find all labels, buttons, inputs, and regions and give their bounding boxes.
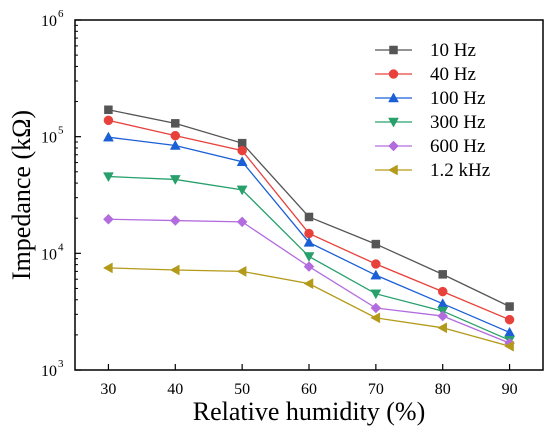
y-tick-exponent: 3	[58, 358, 64, 370]
data-point	[303, 252, 315, 262]
x-axis-title: Relative humidity (%)	[193, 397, 426, 426]
x-tick-label: 50	[234, 381, 250, 398]
legend-entry: 10 Hz	[375, 40, 476, 61]
data-point	[437, 322, 447, 334]
y-tick-label: 10	[41, 13, 57, 30]
y-tick-base: 10	[41, 13, 57, 30]
legend-marker	[387, 164, 398, 176]
legend-entry: 40 Hz	[375, 64, 476, 85]
data-point	[304, 212, 314, 222]
legend-entry: 100 Hz	[375, 88, 485, 109]
x-tick-label: 80	[435, 381, 451, 398]
data-point	[169, 139, 181, 150]
data-point	[104, 105, 113, 115]
x-tick-label: 90	[502, 381, 518, 398]
data-point	[237, 145, 247, 156]
legend-label: 100 Hz	[430, 88, 485, 109]
y-tick-base: 10	[41, 363, 57, 380]
series-1-2-khz	[102, 262, 514, 352]
data-point	[304, 228, 314, 239]
data-point	[236, 265, 247, 277]
data-point	[236, 216, 248, 228]
data-point	[236, 185, 248, 196]
data-point	[103, 115, 114, 126]
data-point	[438, 270, 447, 279]
series-300-hz	[103, 172, 515, 346]
legend-label: 600 Hz	[430, 136, 485, 157]
data-point	[103, 172, 114, 183]
series-100-hz	[103, 131, 515, 337]
y-tick-base: 10	[41, 246, 57, 263]
x-tick-label: 30	[100, 381, 116, 398]
data-point	[504, 326, 515, 337]
data-point	[371, 259, 381, 269]
data-point	[505, 302, 514, 311]
y-tick-label: 10	[41, 130, 57, 147]
data-point	[169, 264, 180, 276]
x-tick-label: 60	[301, 381, 317, 398]
data-point	[103, 213, 114, 225]
x-tick-label: 70	[368, 381, 384, 398]
data-point	[370, 289, 382, 300]
data-point	[504, 340, 514, 352]
legend-entry: 1.2 kHz	[375, 160, 490, 181]
data-point	[371, 239, 381, 249]
legend-marker	[388, 92, 399, 103]
x-tick-label: 40	[167, 381, 183, 398]
legend: 10 Hz 40 Hz 100 Hz 300 Hz 600 Hz 1.2 kHz	[375, 40, 490, 181]
legend-entry: 300 Hz	[375, 112, 485, 133]
data-point	[169, 215, 181, 226]
series-40-hz	[103, 115, 515, 325]
legend-marker	[389, 45, 398, 55]
data-point	[170, 130, 181, 141]
data-point	[370, 312, 381, 324]
series-layer	[102, 105, 515, 352]
data-point	[103, 131, 114, 142]
y-axis-title: Impedance (kΩ)	[7, 110, 36, 280]
data-point	[370, 302, 382, 314]
data-point	[169, 175, 181, 185]
legend-marker	[388, 69, 399, 79]
legend-label: 40 Hz	[430, 64, 476, 85]
y-tick-exponent: 6	[58, 8, 64, 20]
data-point	[303, 236, 315, 247]
data-point	[171, 119, 180, 128]
legend-label: 10 Hz	[430, 40, 476, 61]
legend-entry: 600 Hz	[375, 136, 485, 157]
data-point	[504, 314, 515, 325]
y-tick-exponent: 5	[58, 125, 64, 137]
legend-label: 1.2 kHz	[430, 160, 490, 181]
legend-marker	[388, 117, 399, 128]
data-point	[437, 286, 448, 297]
legend-marker	[388, 140, 399, 152]
y-tick-label: 10	[41, 363, 57, 380]
data-point	[437, 310, 449, 322]
series-600-hz	[103, 213, 515, 349]
series-10-hz	[104, 105, 514, 311]
legend-label: 300 Hz	[430, 112, 485, 133]
data-point	[303, 278, 314, 290]
x-axis: 30 40 50 60 70 80 90	[100, 364, 518, 398]
data-point	[236, 156, 248, 166]
data-point	[102, 262, 113, 274]
y-tick-exponent: 4	[58, 241, 64, 253]
data-point	[370, 269, 382, 280]
data-point	[303, 261, 315, 272]
y-tick-label: 10	[41, 246, 57, 263]
y-tick-base: 10	[41, 130, 57, 147]
data-point	[437, 298, 449, 308]
